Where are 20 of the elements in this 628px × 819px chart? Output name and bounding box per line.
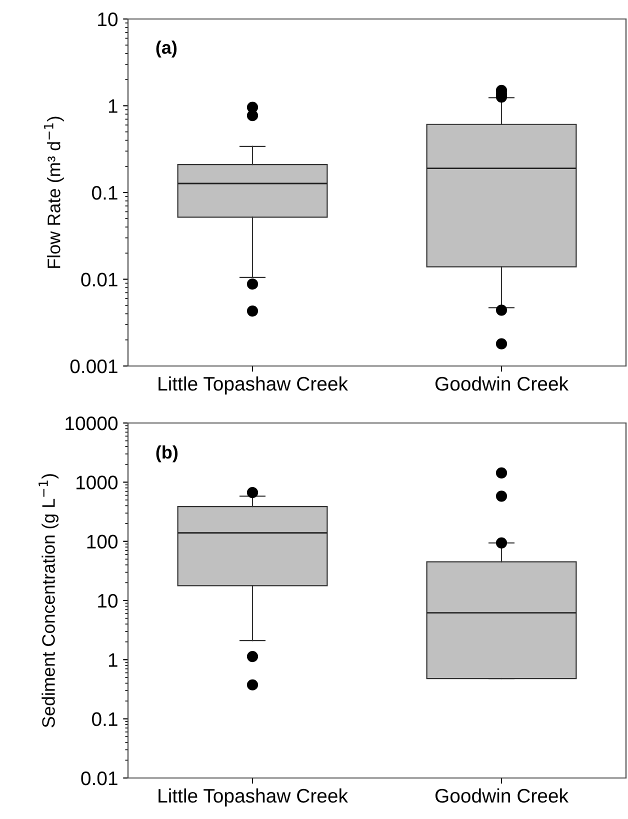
x-tick-label: Goodwin Creek [435,788,569,803]
y-tick-label: 1 [108,653,118,667]
y-tick-label: 0.01 [81,272,118,286]
x-tick-label: Goodwin Creek [435,376,569,391]
y-tick-label: 10000 [66,416,118,430]
y-tick-label: 0.01 [81,771,118,786]
y-tick-label: 10 [98,594,118,608]
y-tick-label: 100 [87,534,118,549]
y-axis-title: Sediment Concentration (g L$^{−1}$) [38,474,58,728]
y-tick-label: 10 [98,12,118,26]
annotation: (b) [156,445,178,462]
y-tick-label: 1000 [76,476,118,490]
y-tick-label: 1 [108,99,118,113]
y-tick-label: 0.1 [92,712,118,726]
x-tick-label: Little Topashaw Creek [158,376,348,395]
x-tick-label: Little Topashaw Creek [158,788,348,807]
annotation: (a) [156,40,177,58]
y-tick-label: 0.1 [92,186,118,200]
y-axis-title: Flow Rate (m³ d$^{−1}$) [44,116,64,268]
y-tick-label: 0.001 [70,359,118,374]
